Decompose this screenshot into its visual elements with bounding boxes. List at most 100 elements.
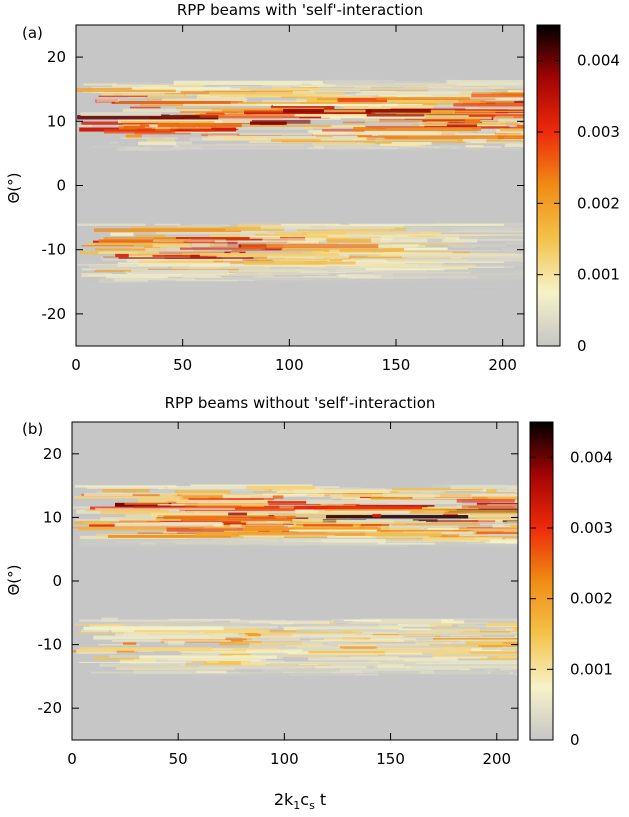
heatmap-cell	[465, 641, 518, 646]
heatmap-cell	[115, 633, 239, 637]
heatmap-cell	[246, 638, 301, 641]
heatmap-cell	[233, 271, 329, 276]
heatmap-cell	[428, 531, 477, 535]
heatmap-cell	[507, 90, 524, 93]
heatmap-cell	[262, 99, 311, 102]
heatmap-cell	[79, 661, 187, 663]
heatmap-cell	[497, 135, 524, 140]
heatmap-cell	[349, 622, 489, 624]
heatmap-cell	[237, 240, 289, 245]
heatmap-cell	[310, 639, 405, 642]
heatmap-cell	[255, 102, 301, 106]
heatmap-cell	[487, 84, 524, 88]
heatmap-cell	[245, 624, 378, 627]
heatmap-cell	[208, 546, 340, 548]
heatmap-cell	[395, 93, 499, 97]
x-tick-label: 0	[67, 750, 77, 768]
heatmap-cell	[177, 149, 317, 154]
heatmap-cell	[100, 256, 133, 260]
heatmap-cell	[100, 510, 170, 515]
heatmap-cell	[257, 513, 368, 517]
heatmap-cell	[116, 147, 185, 151]
heatmap-cell	[415, 662, 518, 665]
heatmap-cell	[377, 664, 405, 669]
heatmap-cell	[78, 542, 175, 547]
colorbar-tick-label: 0.001	[577, 266, 620, 284]
heatmap-cell	[138, 498, 189, 503]
colorbar-tick-label: 0.004	[577, 52, 620, 70]
heatmap-cell	[497, 656, 518, 659]
heatmap-cell	[325, 515, 469, 519]
heatmap-cell	[249, 674, 285, 678]
panel-label: (b)	[22, 420, 43, 438]
heatmap-cell	[511, 229, 524, 234]
heatmap-cell	[188, 269, 285, 271]
heatmap-cell	[273, 104, 423, 107]
heatmap-cell	[437, 258, 524, 262]
heatmap-cell	[134, 669, 197, 673]
heatmap-cell	[168, 618, 241, 621]
heatmap-cell	[332, 231, 419, 234]
heatmap-cell	[191, 243, 211, 247]
heatmap-cell	[95, 507, 235, 510]
heatmap-cell	[135, 234, 166, 238]
heatmap-cell	[500, 128, 524, 132]
heatmap-cell	[395, 234, 524, 236]
heatmap-cell	[487, 495, 518, 500]
heatmap-chart-b: RPP beams without 'self'-interaction (b)…	[5, 394, 613, 812]
heatmap-cell	[303, 275, 358, 279]
heatmap-cell	[240, 233, 255, 237]
heatmap-cell	[99, 663, 185, 667]
heatmap-cell	[81, 121, 180, 125]
heatmap-cell	[453, 102, 524, 107]
heatmap-cell	[468, 114, 497, 117]
heatmap-cell	[262, 237, 325, 242]
heatmap-cell	[76, 88, 176, 92]
heatmap-cell	[490, 539, 518, 544]
heatmap-cell	[481, 489, 518, 492]
heatmap-cell	[266, 521, 291, 523]
heatmap-cell	[98, 538, 115, 541]
heatmap-cell	[437, 262, 524, 265]
heatmap-cell	[125, 513, 154, 518]
heatmap-cell	[143, 109, 212, 111]
heatmap-cell	[81, 268, 148, 271]
heatmap-cell	[116, 83, 174, 85]
heatmap-cell	[331, 531, 462, 534]
x-tick-label: 200	[488, 356, 517, 374]
heatmap-cell	[450, 485, 518, 490]
heatmap-cell	[287, 240, 320, 244]
heatmap-cell	[118, 126, 178, 130]
heatmap-cell	[100, 517, 157, 521]
heatmap-cell	[203, 629, 270, 634]
chart-title: RPP beams without 'self'-interaction	[165, 394, 436, 412]
heatmap-cell	[319, 87, 457, 91]
heatmap-cell	[139, 124, 150, 127]
heatmap-cell	[435, 541, 486, 546]
heatmap-cell	[465, 145, 484, 148]
heatmap-cell	[175, 490, 231, 494]
heatmap-cell	[276, 490, 390, 493]
colorbar	[529, 421, 554, 741]
heatmap-cell	[112, 82, 154, 84]
heatmap-cell	[383, 492, 517, 498]
heatmap-cell	[98, 239, 184, 244]
heatmap-cell	[86, 486, 165, 489]
heatmap-cell	[293, 505, 423, 510]
colorbar-tick-label: 0.003	[577, 123, 620, 141]
heatmap-cell	[114, 548, 209, 550]
heatmap-cell	[471, 93, 524, 98]
heatmap-cell	[96, 99, 120, 102]
heatmap-cell	[389, 502, 455, 505]
heatmap-cell	[156, 659, 193, 664]
heatmap-cell	[178, 664, 196, 667]
heatmap-cell	[514, 634, 518, 639]
heatmap-cell	[379, 119, 473, 123]
heatmap-cell	[195, 277, 348, 280]
heatmap-cell	[249, 236, 281, 239]
heatmap-cell	[315, 541, 348, 543]
heatmap-cell	[81, 540, 214, 543]
heatmap-cell	[393, 681, 506, 684]
heatmap-cell	[508, 107, 524, 109]
heatmap-cell	[465, 141, 524, 144]
